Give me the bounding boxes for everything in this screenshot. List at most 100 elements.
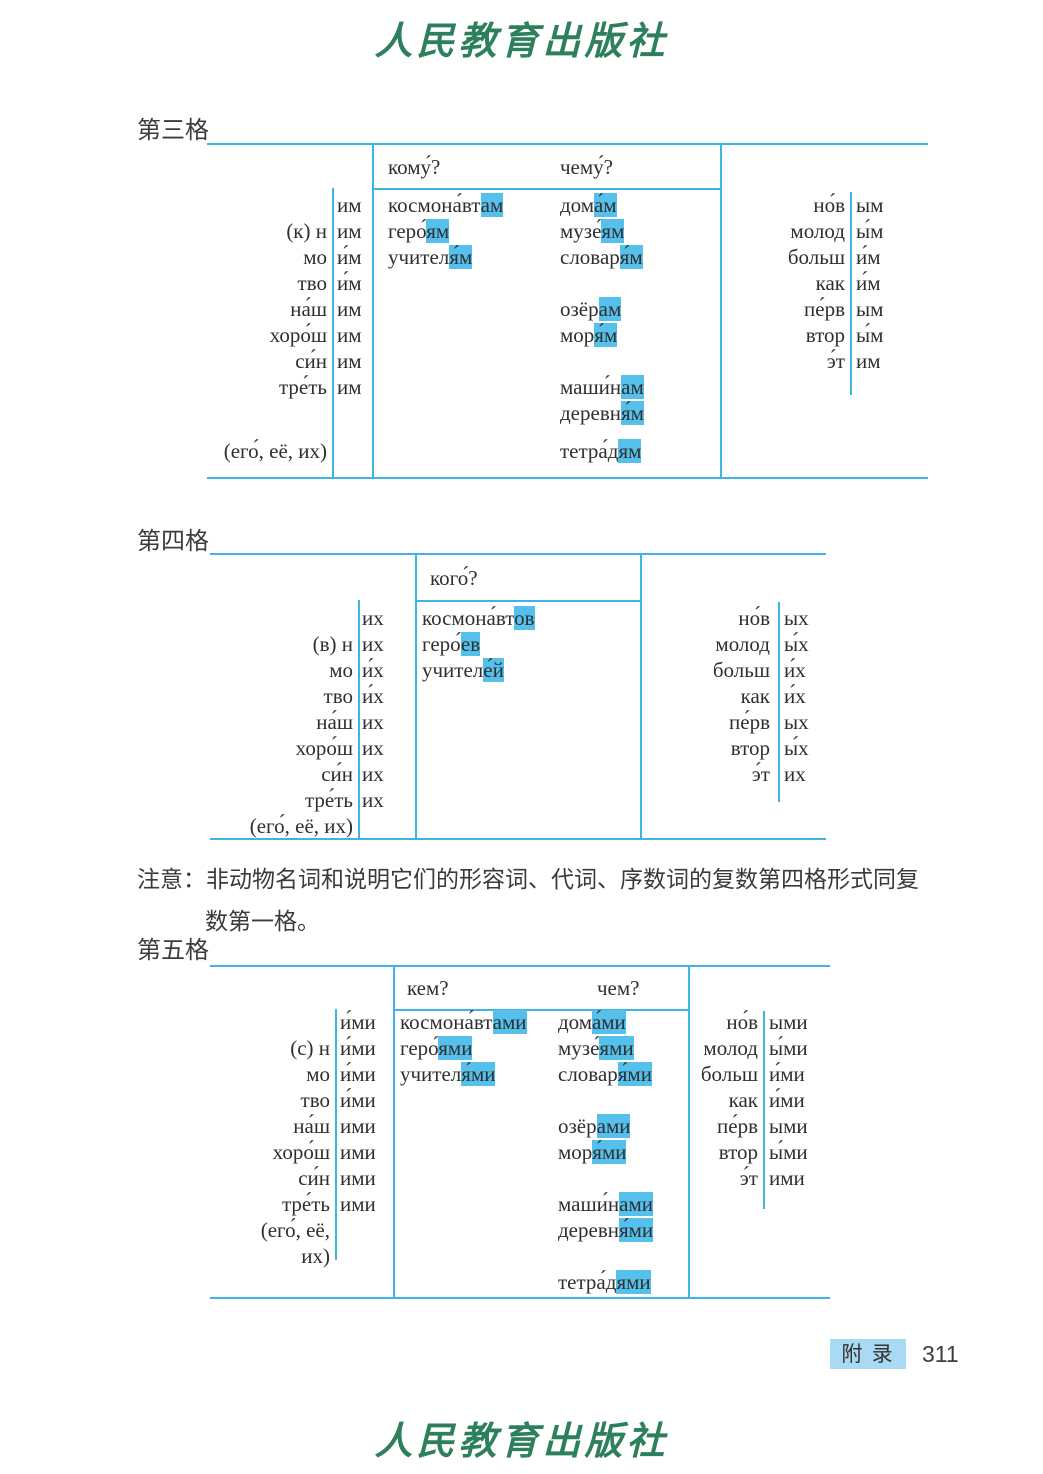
- table-cell: им: [337, 349, 362, 373]
- page-number: 311: [922, 1341, 959, 1367]
- table-cell: им: [337, 219, 362, 243]
- table-cell: [207, 400, 327, 426]
- column-adjective-stems: но́в молод больш как пе́рв втор э́т: [640, 605, 770, 839]
- table-cell: [715, 374, 845, 400]
- ending-highlight: ев: [460, 632, 481, 656]
- table-cell: и́ми: [340, 1062, 376, 1086]
- table-cell: и́х: [362, 684, 384, 708]
- table-cell: ими: [340, 1114, 376, 1138]
- table-divider-question-left: [415, 553, 417, 838]
- ending-highlight: ям: [618, 439, 642, 463]
- table-cell: э́т: [751, 762, 770, 786]
- ending-highlight: а́м: [593, 193, 617, 217]
- note-text-line1: 注意：非动物名词和说明它们的形容词、代词、序数词的复数第四格形式同复: [137, 860, 919, 894]
- row-spacer: [856, 426, 926, 438]
- table-cell: учителя́ми: [400, 1062, 496, 1086]
- table-divider-question-left: [372, 143, 374, 477]
- table-divider-question-bottom: [393, 1009, 690, 1011]
- table-divider-question-bottom: [415, 600, 642, 602]
- table-cell: [388, 322, 558, 348]
- ending-highlight: ами: [596, 1114, 631, 1138]
- table-cell: ими: [769, 1166, 805, 1190]
- table-cell: ы́ми: [769, 1036, 808, 1060]
- table-cell: ых: [784, 606, 809, 630]
- table-cell: но́в: [726, 1010, 758, 1034]
- table-cell: дома́м: [560, 193, 617, 217]
- table-divider-adjective-ending: [763, 1011, 765, 1209]
- table-cell: тво: [323, 684, 353, 708]
- row-spacer: [560, 426, 720, 438]
- table-cell: тре́ть: [281, 1192, 330, 1216]
- table-cell: [422, 813, 632, 839]
- table-divider-pronoun-ending: [332, 188, 334, 477]
- table-cell: геро́ев: [422, 632, 481, 656]
- table-cell: ыми: [769, 1010, 808, 1034]
- table-cell: ими: [340, 1192, 376, 1216]
- section-heading-case3: 第三格: [137, 118, 209, 144]
- table-cell: [640, 787, 770, 813]
- table-cell: и́ми: [340, 1010, 376, 1034]
- table-cell: [856, 438, 926, 464]
- table-border-bottom: [207, 477, 928, 479]
- column-adjective-stems: но́в молод больш как пе́рв втор э́т: [715, 192, 845, 464]
- table-cell: ы́м: [856, 323, 884, 347]
- note-body: 非动物名词和说明它们的形容词、代词、序数词的复数第四格形式同复: [206, 867, 919, 892]
- note-label: 注意：: [137, 867, 206, 892]
- ending-highlight: я́ми: [617, 1062, 652, 1086]
- table-cell: [210, 1009, 330, 1035]
- table-cell: [388, 296, 558, 322]
- table-cell: [400, 1087, 560, 1113]
- table-divider-question-right: [720, 143, 722, 477]
- table-cell: больш: [787, 245, 845, 269]
- table-cell: [422, 761, 632, 787]
- table-cell: геро́ям: [388, 219, 450, 243]
- table-cell: [422, 735, 632, 761]
- table-cell: си́н: [321, 762, 353, 786]
- table-cell: и́ми: [340, 1036, 376, 1060]
- table-cell: мо: [303, 245, 327, 269]
- row-spacer: [715, 426, 845, 438]
- column-adjective-endings: ыми ы́ми и́ми и́ми ыми ы́ми ими: [769, 1009, 831, 1295]
- table-border-bottom: [210, 838, 826, 840]
- table-cell: [715, 438, 845, 464]
- table-cell: пе́рв: [729, 710, 770, 734]
- table-cell: пе́рв: [804, 297, 845, 321]
- table-cell: [388, 348, 558, 374]
- table-cell: (в) н: [312, 632, 353, 656]
- ending-highlight: я́ми: [618, 1218, 654, 1242]
- table-cell: [422, 787, 632, 813]
- table-cell: ими: [340, 1166, 376, 1190]
- table-cell: но́в: [738, 606, 770, 630]
- ending-highlight: я́м: [449, 245, 473, 269]
- ending-highlight: я́ми: [592, 1140, 627, 1164]
- table-cell: их: [784, 762, 806, 786]
- table-cell: им: [337, 297, 362, 321]
- table-cell: молод: [715, 632, 770, 656]
- table-cell: ы́х: [784, 632, 809, 656]
- column-pronoun-stems: (к) н мо тво на́ш хоро́ш си́н тре́ть (его́, её…: [207, 192, 327, 464]
- table-cell: [362, 813, 422, 839]
- table-cell: их: [362, 710, 384, 734]
- ending-highlight: ами: [492, 1010, 527, 1034]
- table-cell: [207, 192, 327, 218]
- table-cell: на́ш: [290, 297, 327, 321]
- table-cell: ы́х: [784, 736, 809, 760]
- table-cell: [769, 1243, 831, 1269]
- ending-highlight: ам: [621, 375, 644, 399]
- table-cell: хоро́ш: [272, 1140, 330, 1164]
- column-adjective-endings: ым ы́м и́м и́м ым ы́м им: [856, 192, 926, 464]
- table-cell: [630, 1191, 758, 1217]
- ending-highlight: ов: [514, 606, 535, 630]
- table-cell: [630, 1243, 758, 1269]
- table-cell: и́м: [856, 271, 881, 295]
- ending-highlight: я́ми: [461, 1062, 496, 1086]
- table-cell: тре́ть: [304, 788, 353, 812]
- table-cell: [422, 683, 632, 709]
- table-cell: им: [337, 375, 362, 399]
- declension-table-dative: кому́? чему́? (к) н мо тво на́ш хоро́ш си́н тр…: [207, 143, 928, 481]
- column-adjective-stems: но́в молод больш как пе́рв втор э́т: [630, 1009, 758, 1295]
- declension-table-instrumental: кем? чем? (с) н мо тво на́ш хоро́ш си́н тре́ть…: [210, 965, 830, 1303]
- table-cell: как: [740, 684, 770, 708]
- table-cell: и́ми: [769, 1062, 805, 1086]
- table-cell: и́м: [337, 271, 362, 295]
